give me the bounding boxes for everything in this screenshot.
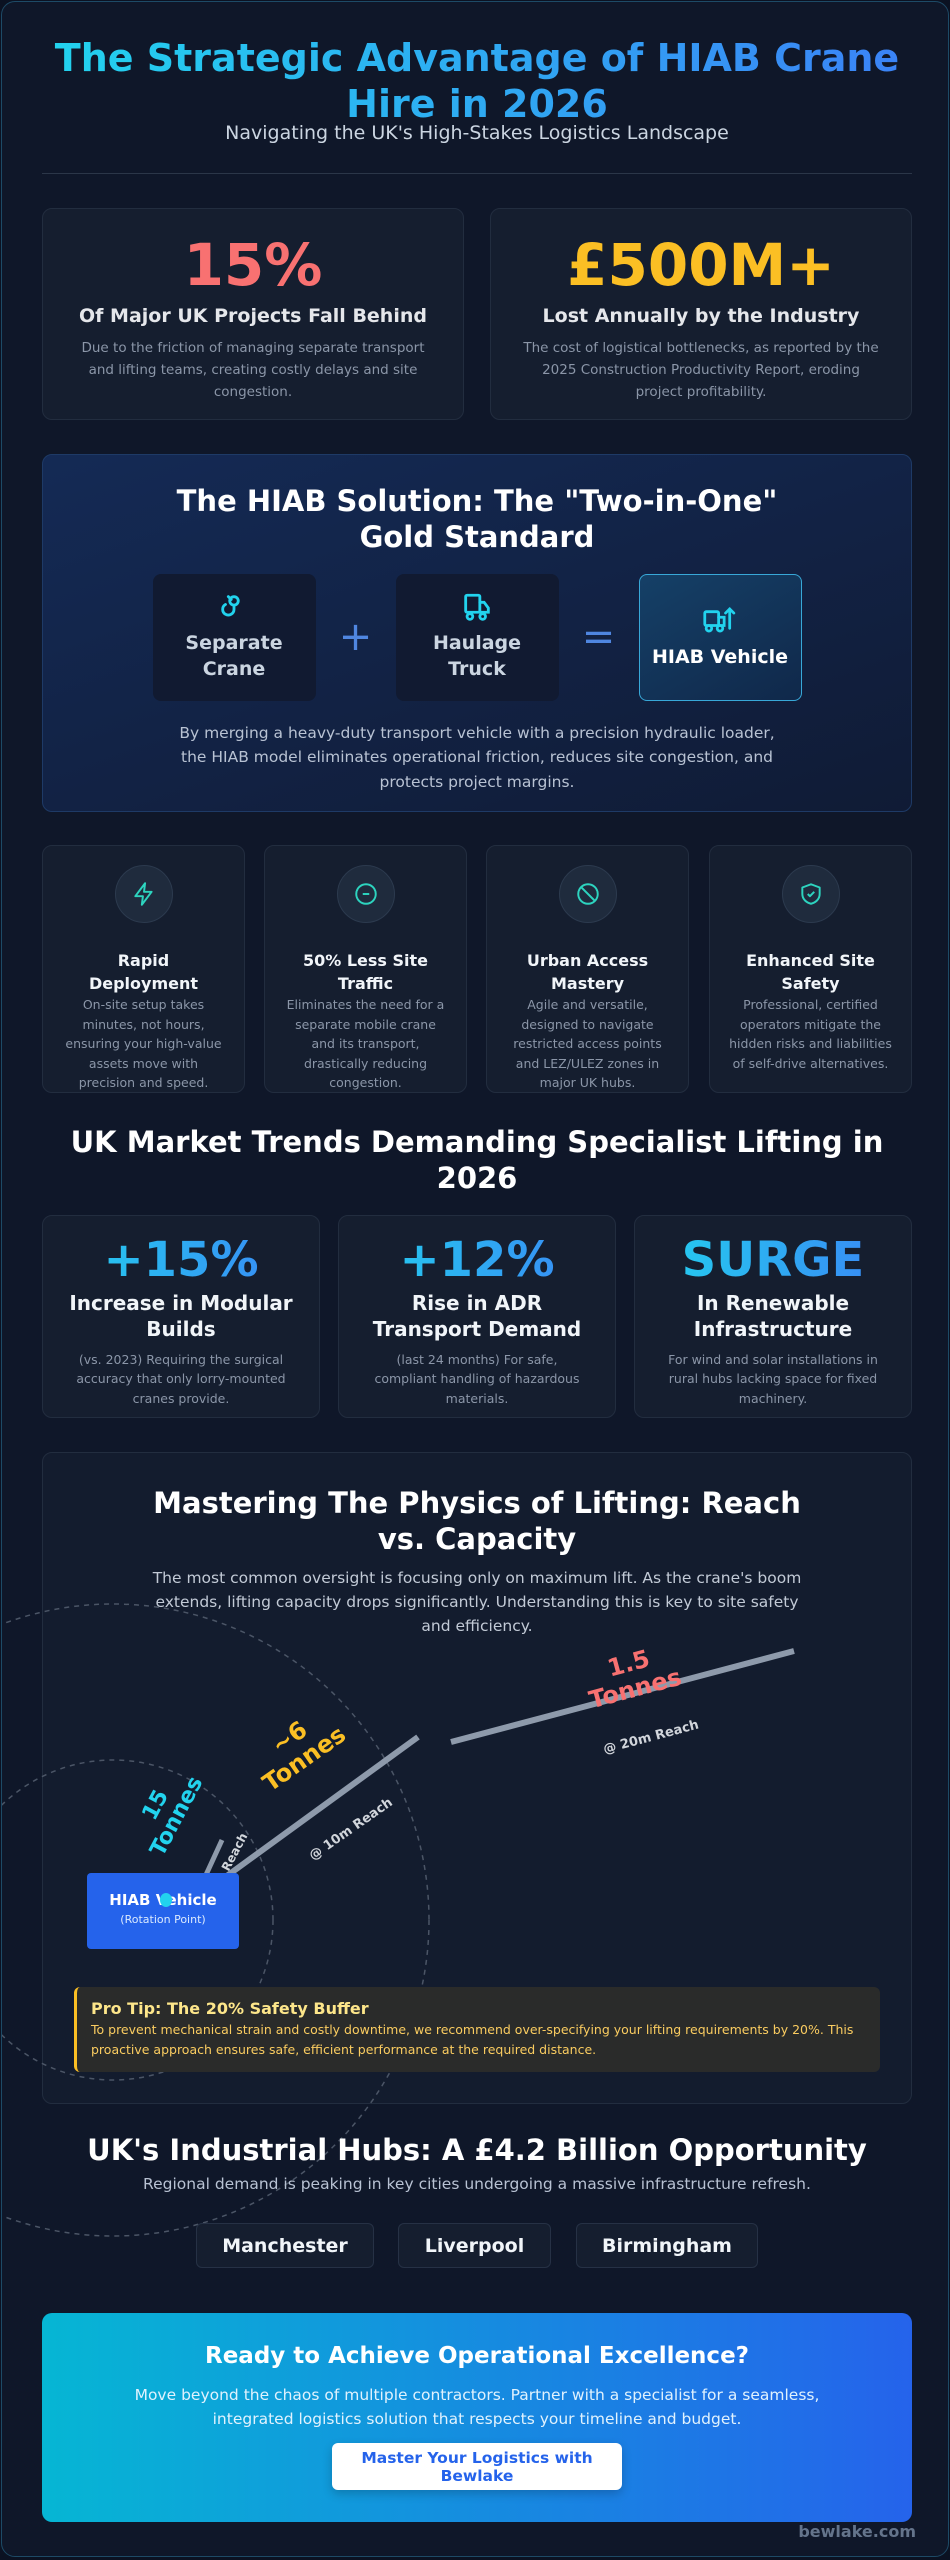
- feature-desc: Agile and versatile, designed to navigat…: [513, 997, 662, 1090]
- truck-icon: [464, 594, 490, 622]
- stat-card: 15% Of Major UK Projects Fall Behind Due…: [42, 208, 464, 420]
- feature-title: Rapid Deployment: [88, 951, 199, 994]
- trend-label: In Renewable Infrastructure: [693, 1291, 853, 1341]
- reach-circle-large: [2, 1603, 430, 2237]
- lightning-icon: [133, 882, 153, 906]
- pro-tip: Pro Tip: The 20% Safety Buffer To preven…: [74, 1987, 880, 2072]
- trends-title: UK Market Trends Demanding Specialist Li…: [70, 1125, 884, 1196]
- separate-crane-label: Separate Crane: [185, 632, 283, 680]
- cta-text: Move beyond the chaos of multiple contra…: [134, 2386, 820, 2429]
- boom-segment-1: [202, 1838, 225, 1879]
- trend-card: +15% Increase in Modular Builds (vs. 202…: [42, 1215, 320, 1418]
- stat-desc: The cost of logistical bottlenecks, as r…: [523, 339, 879, 401]
- feature-desc: Professional, certified operators mitiga…: [729, 997, 892, 1071]
- trend-label: Rise in ADR Transport Demand: [372, 1291, 582, 1341]
- trend-card: SURGE In Renewable Infrastructure For wi…: [634, 1215, 912, 1418]
- trend-desc: (last 24 months) For safe, compliant han…: [374, 1352, 580, 1406]
- trend-value: +15%: [43, 1230, 319, 1290]
- feature-card: Urban Access Mastery Agile and versatile…: [486, 845, 689, 1093]
- feature-card: 50% Less Site Traffic Eliminates the nee…: [264, 845, 467, 1093]
- hiab-vehicle-rotation-point: HIAB Vehicle (Rotation Point): [87, 1873, 239, 1949]
- cta-title: Ready to Achieve Operational Excellence?: [204, 2343, 750, 2369]
- vehicle-sub: (Rotation Point): [120, 1913, 206, 1926]
- separate-crane-box: Separate Crane: [152, 573, 316, 701]
- boom-segment-2: [222, 1734, 420, 1881]
- trend-desc: (vs. 2023) Requiring the surgical accura…: [76, 1352, 286, 1406]
- minus-circle-icon: [354, 883, 377, 905]
- stat-value: £500M+: [567, 231, 835, 299]
- feature-title: 50% Less Site Traffic: [302, 951, 429, 994]
- truck-lift-icon: [703, 607, 736, 633]
- haulage-truck-box: Haulage Truck: [395, 573, 559, 701]
- crane-hook-icon: [221, 595, 240, 617]
- trend-card: +12% Rise in ADR Transport Demand (last …: [338, 1215, 616, 1418]
- page-subtitle: Navigating the UK's High-Stakes Logistic…: [225, 122, 729, 144]
- hubs-title: UK's Industrial Hubs: A £4.2 Billion Opp…: [87, 2133, 867, 2167]
- feature-title: Urban Access Mastery: [526, 951, 649, 994]
- feature-desc: Eliminates the need for a separate mobil…: [286, 997, 445, 1090]
- ban-icon: [576, 883, 599, 905]
- stat-label: Of Major UK Projects Fall Behind: [79, 304, 427, 327]
- plus-sign: +: [338, 614, 373, 660]
- boom-segment-3: [450, 1648, 795, 1745]
- hiab-vehicle-label: HIAB Vehicle: [651, 646, 789, 669]
- page-title: The Strategic Advantage of HIAB Crane Hi…: [42, 36, 912, 127]
- divider: [42, 173, 912, 174]
- shield-check-icon: [800, 883, 821, 905]
- feature-card: Rapid Deployment On-site setup takes min…: [42, 845, 245, 1093]
- trend-desc: For wind and solar installations in rura…: [668, 1352, 878, 1406]
- trend-value: +12%: [339, 1230, 615, 1290]
- city-pill-birmingham: Birmingham: [576, 2223, 758, 2268]
- trend-label: Increase in Modular Builds: [69, 1291, 293, 1341]
- stat-value: 15%: [183, 231, 323, 299]
- cta-panel: Ready to Achieve Operational Excellence?…: [42, 2313, 912, 2522]
- haulage-truck-label: Haulage Truck: [432, 632, 522, 680]
- feature-title: Enhanced Site Safety: [746, 951, 875, 994]
- hubs-subtitle: Regional demand is peaking in key cities…: [143, 2175, 811, 2193]
- solution-desc: By merging a heavy-duty transport vehicl…: [179, 723, 775, 792]
- tip-text: To prevent mechanical strain and costly …: [91, 2022, 854, 2057]
- pivot-dot: [160, 1893, 172, 1907]
- footer-brand: bewlake.com: [798, 2522, 916, 2541]
- cta-button[interactable]: Master Your Logistics with Bewlake: [332, 2443, 622, 2491]
- reach-circle-small: [2, 1759, 274, 2081]
- equation: Separate Crane + Haulage Truck = HIAB Ve…: [43, 573, 911, 701]
- solution-panel: The HIAB Solution: The "Two-in-One" Gold…: [42, 454, 912, 812]
- feature-card: Enhanced Site Safety Professional, certi…: [709, 845, 912, 1093]
- equals-sign: =: [581, 614, 616, 660]
- solution-title: The HIAB Solution: The "Two-in-One" Gold…: [176, 484, 778, 555]
- stat-label: Lost Annually by the Industry: [542, 304, 860, 327]
- physics-title: Mastering The Physics of Lifting: Reach …: [153, 1486, 801, 1557]
- feature-desc: On-site setup takes minutes, not hours, …: [65, 997, 222, 1090]
- city-pill-manchester: Manchester: [196, 2223, 374, 2268]
- physics-desc: The most common oversight is focusing on…: [152, 1568, 802, 1635]
- city-pill-liverpool: Liverpool: [398, 2223, 551, 2268]
- hiab-vehicle-box: HIAB Vehicle: [638, 573, 802, 701]
- stat-desc: Due to the friction of managing separate…: [81, 339, 425, 401]
- trend-value: SURGE: [635, 1230, 911, 1290]
- stat-card: £500M+ Lost Annually by the Industry The…: [490, 208, 912, 420]
- tip-title: Pro Tip: The 20% Safety Buffer: [91, 1999, 369, 2018]
